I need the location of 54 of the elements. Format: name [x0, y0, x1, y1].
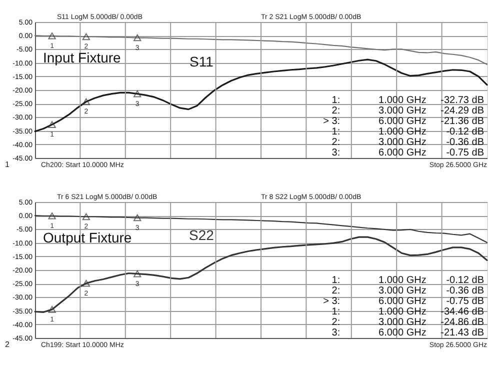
annotation: 3.000 GHz — [378, 137, 426, 148]
annotation: 3.000 GHz — [378, 286, 426, 297]
annotation: 1: — [332, 126, 340, 138]
annotation: -0.75 dB — [446, 148, 484, 159]
annotation: 3.000 GHz — [378, 106, 426, 117]
annotation: 6.000 GHz — [378, 116, 426, 128]
annotation: > 3: — [323, 296, 340, 308]
annotation: -21.36 dB — [440, 116, 484, 128]
annotation: -24.29 dB — [440, 106, 484, 117]
annotation: -21.43 dB — [440, 328, 484, 339]
point — [82, 213, 90, 220]
point — [48, 306, 56, 313]
point — [48, 32, 56, 40]
annotation: 3: — [332, 328, 340, 339]
point — [133, 90, 142, 98]
series-label: S11 — [190, 53, 214, 70]
annotation: 1: — [332, 275, 340, 286]
annotation: 3: — [332, 148, 340, 159]
annotation: -32.73 dB — [440, 95, 484, 106]
point — [133, 214, 142, 222]
annotation: 1.000 GHz — [378, 275, 426, 286]
point — [82, 98, 90, 106]
text: Output Fixture — [43, 230, 132, 246]
text: 1 — [5, 160, 10, 169]
annotation: 6.000 GHz — [378, 328, 426, 339]
point — [82, 33, 90, 40]
annotation: 2: — [332, 286, 340, 297]
point — [48, 212, 56, 220]
annotation: 1: — [332, 306, 340, 318]
point — [133, 34, 142, 42]
annotation: 6.000 GHz — [378, 148, 426, 159]
annotation: -24.86 dB — [440, 317, 484, 328]
annotation: 3.000 GHz — [378, 317, 426, 328]
annotation: 1.000 GHz — [378, 95, 426, 106]
annotation: -0.36 dB — [446, 286, 484, 297]
annotation: -0.75 dB — [446, 296, 484, 308]
text: 2 — [5, 340, 10, 349]
point — [133, 270, 142, 278]
annotation: 2: — [332, 106, 340, 117]
annotation: 1.000 GHz — [378, 306, 426, 318]
series-label: S22 — [188, 227, 214, 244]
annotation: 1: — [332, 95, 340, 106]
annotation: -0.12 dB — [446, 275, 484, 286]
text: Input Fixture — [43, 50, 122, 66]
point — [48, 121, 56, 128]
annotation: 1.000 GHz — [378, 126, 426, 138]
annotation: -34.46 dB — [440, 306, 484, 318]
annotation: -0.12 dB — [446, 126, 484, 138]
annotation: > 3: — [323, 116, 340, 128]
annotation: 6.000 GHz — [378, 296, 426, 308]
annotation: 2: — [332, 317, 340, 328]
annotation: 2: — [332, 137, 340, 148]
annotation: -0.36 dB — [446, 137, 484, 148]
point — [82, 280, 90, 287]
